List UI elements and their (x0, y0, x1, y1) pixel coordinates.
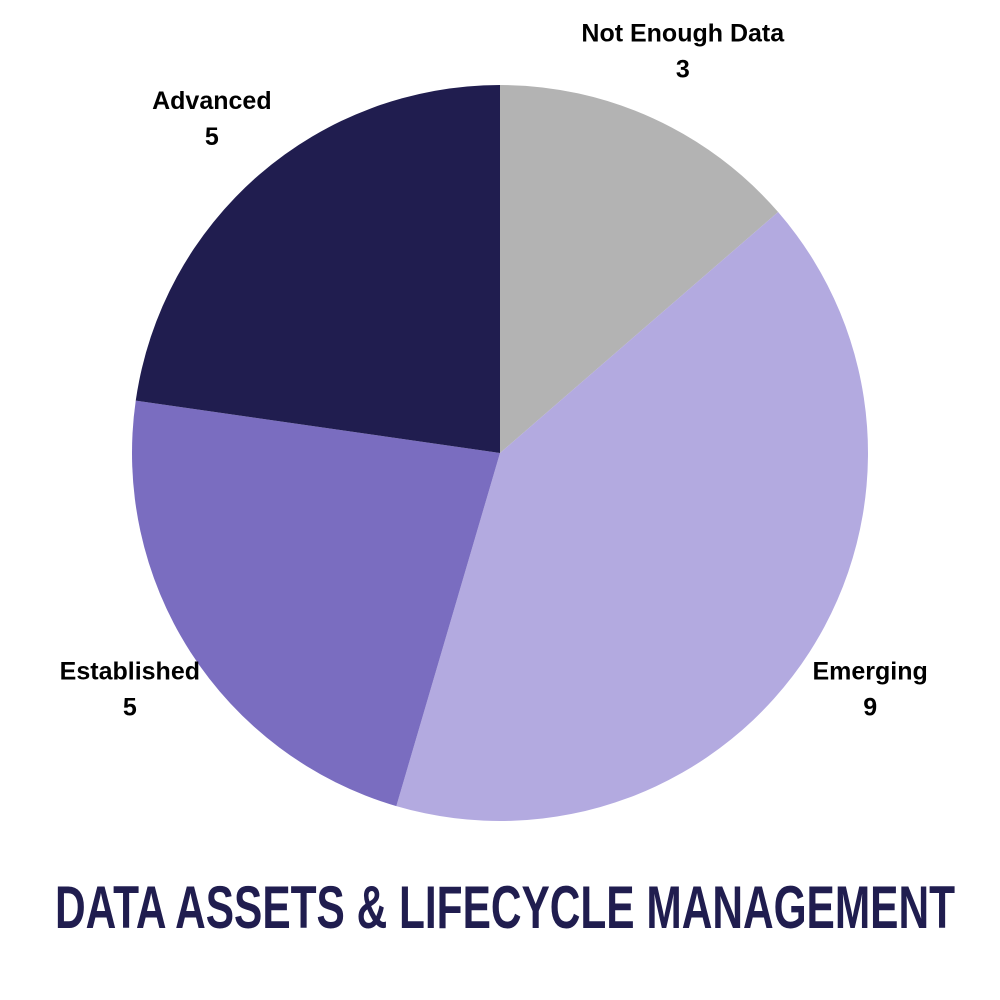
pie-slice (500, 85, 779, 453)
slice-label: Established (60, 657, 200, 685)
slice-value: 3 (676, 55, 690, 83)
slice-label: Not Enough Data (581, 19, 785, 47)
slice-label: Emerging (813, 657, 928, 685)
slice-label: Advanced (152, 87, 271, 115)
pie-slice (131, 400, 500, 807)
pie-slice (396, 212, 868, 821)
chart-title: DATA ASSETS & LIFECYCLE MANAGEMENT (55, 874, 955, 941)
slice-value: 5 (205, 123, 219, 151)
slice-value: 5 (123, 693, 137, 721)
pie-slice (135, 85, 500, 453)
slice-value: 9 (863, 693, 877, 721)
